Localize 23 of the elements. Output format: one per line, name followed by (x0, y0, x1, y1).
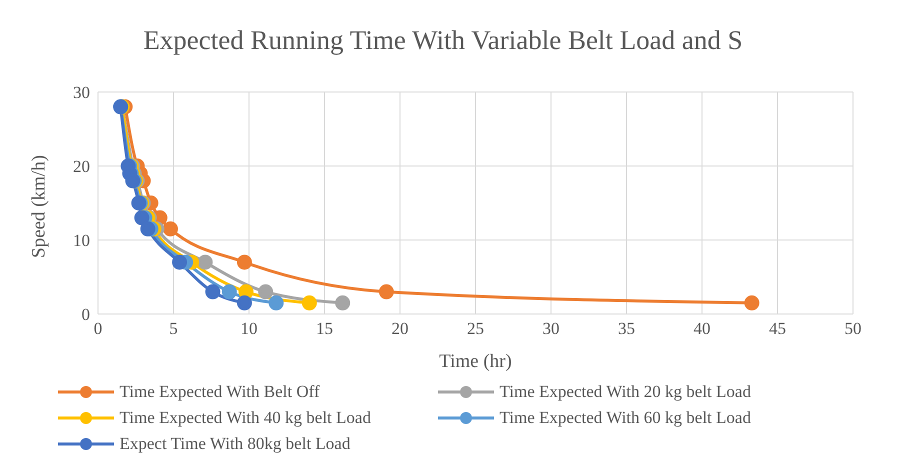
x-tick-label: 25 (467, 319, 484, 338)
x-tick-label: 30 (542, 319, 560, 338)
x-tick-label: 50 (844, 319, 862, 338)
y-tick-label: 0 (82, 305, 90, 324)
y-tick-label: 10 (73, 231, 90, 250)
y-tick-label: 20 (73, 157, 90, 176)
x-tick-label: 10 (240, 319, 258, 338)
legend-label: Time Expected With Belt Off (120, 382, 320, 402)
y-axis-title: Speed (km/h) (28, 155, 50, 258)
x-tick-label: 35 (618, 319, 635, 338)
legend-label: Time Expected With 60 kg belt Load (500, 408, 751, 428)
legend-label: Time Expected With 20 kg belt Load (500, 382, 751, 402)
x-tick-label: 0 (94, 319, 102, 338)
x-tick-label: 5 (169, 319, 178, 338)
x-tick-label: 20 (392, 319, 408, 338)
x-tick-label: 15 (316, 319, 333, 338)
x-tick-label: 40 (694, 319, 710, 338)
x-tick-label: 45 (769, 319, 786, 338)
y-tick-label: 30 (73, 83, 90, 102)
legend-label: Expect Time With 80kg belt Load (120, 434, 350, 454)
legend-label: Time Expected With 40 kg belt Load (120, 408, 371, 428)
x-axis-title: Time (hr) (439, 351, 512, 372)
chart-title: Expected Running Time With Variable Belt Load and S (142, 24, 744, 57)
